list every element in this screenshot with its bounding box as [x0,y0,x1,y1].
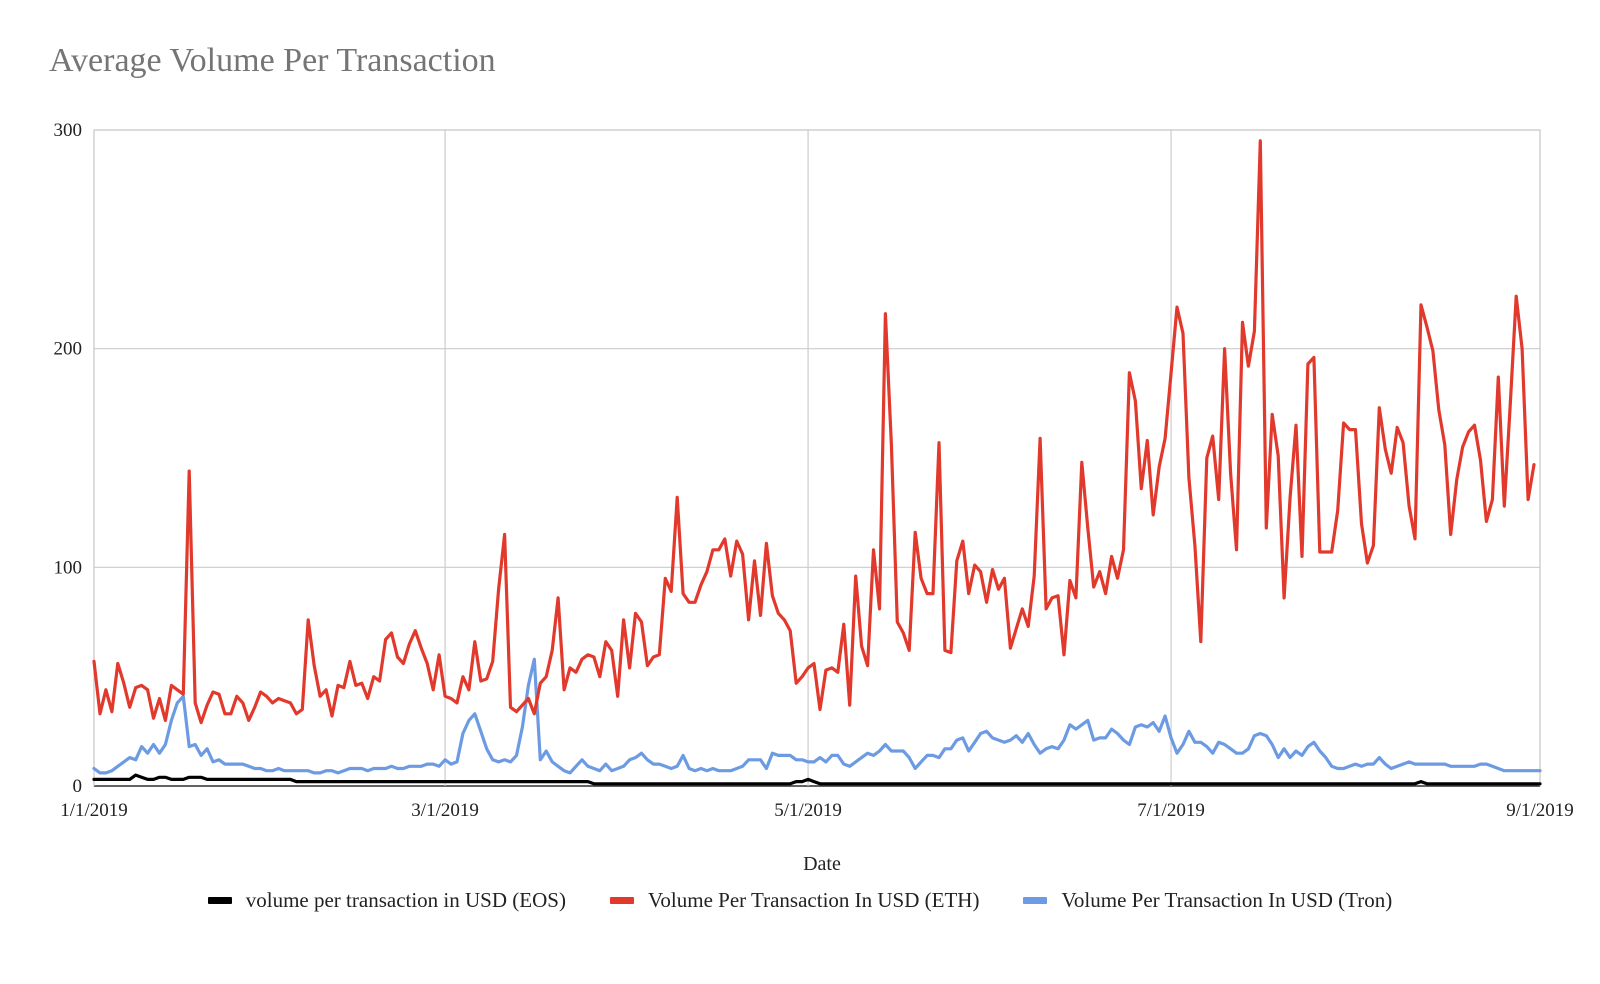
x-tick-label: 1/1/2019 [60,800,128,821]
legend-label-tron: Volume Per Transaction In USD (Tron) [1061,888,1393,912]
legend-label-eos: volume per transaction in USD (EOS) [245,888,566,912]
x-tick-label: 3/1/2019 [411,800,479,821]
y-tick-label: 200 [54,339,83,360]
legend-swatch-eth [609,897,634,904]
y-axis-ticks: 0 100 200 300 [54,120,83,797]
legend-swatch-eos [207,897,232,904]
series-line-eth [92,139,1536,725]
x-tick-label: 7/1/2019 [1137,800,1205,821]
grid [93,129,1541,787]
x-tick-label: 5/1/2019 [774,800,842,821]
legend-swatch-tron [1023,897,1048,904]
y-tick-label: 0 [73,776,83,797]
legend-entry-eos[interactable]: volume per transaction in USD (EOS) [207,888,566,913]
series-lines [92,139,1542,786]
chart-legend: volume per transaction in USD (EOS) Volu… [0,888,1600,913]
legend-label-eth: Volume Per Transaction In USD (ETH) [647,888,980,912]
x-tick-label: 9/1/2019 [1506,800,1574,821]
series-line-tron [92,657,1542,775]
y-tick-label: 100 [54,557,83,578]
legend-entry-tron[interactable]: Volume Per Transaction In USD (Tron) [1023,888,1392,913]
legend-entry-eth[interactable]: Volume Per Transaction In USD (ETH) [609,888,980,913]
chart-title: Average Volume Per Transaction [49,42,496,79]
x-axis-ticks: 1/1/2019 3/1/2019 5/1/2019 7/1/2019 9/1/2019 [60,800,1574,821]
series-line-eos [92,773,1542,786]
x-axis-title: Date [803,853,841,875]
y-tick-label: 300 [54,120,83,141]
